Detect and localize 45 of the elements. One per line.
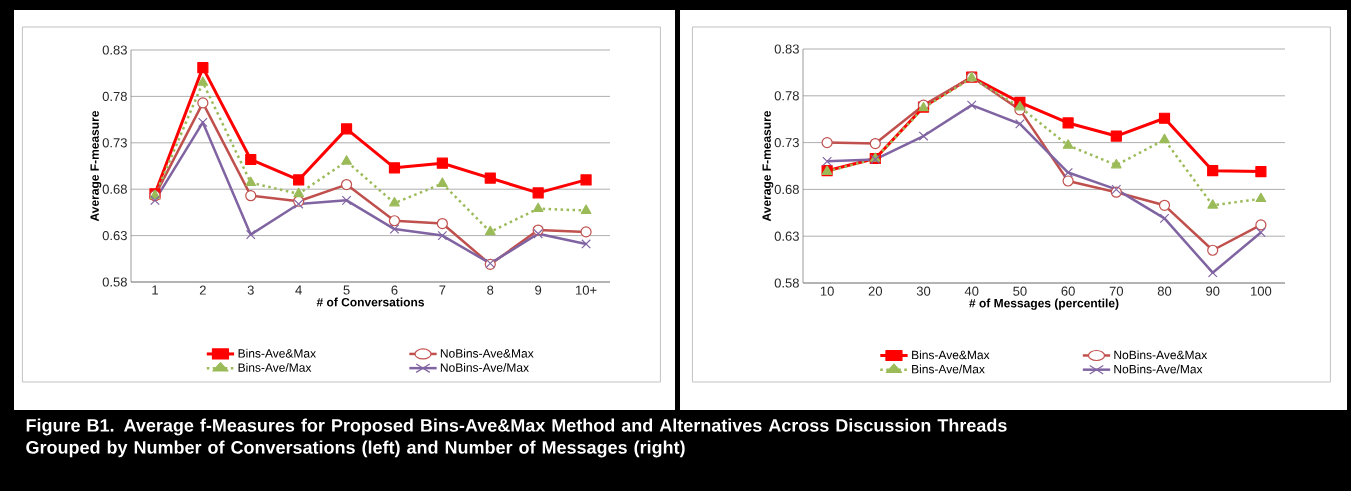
legend-label: Bins-Ave/Max — [912, 364, 985, 374]
x-tick-label: 20 — [868, 286, 883, 296]
x-tick-label: 1 — [152, 285, 158, 295]
x-tick-label: 6 — [391, 285, 398, 295]
x-tick-label: 90 — [1206, 286, 1220, 296]
y-tick-label: 0.68 — [774, 184, 799, 194]
y-tick-label: 0.68 — [102, 184, 127, 194]
y-tick-label: 0.73 — [102, 138, 127, 148]
legend-label: Bins-Ave&Max — [238, 348, 316, 358]
x-tick-label: 60 — [1061, 286, 1075, 296]
legend-label: Bins-Ave&Max — [912, 350, 990, 360]
legend-label: NoBins-Ave&Max — [1114, 350, 1208, 360]
x-axis-title: # of Messages (percentile) — [969, 298, 1119, 310]
x-tick-label: 2 — [199, 285, 206, 295]
x-axis-title: # of Conversations — [316, 297, 425, 307]
y-axis-title: Average F-measure — [90, 110, 102, 222]
x-tick-label: 5 — [343, 285, 350, 295]
legend-label: NoBins-Ave/Max — [440, 363, 529, 372]
y-axis-title: Average F-measure — [762, 110, 774, 222]
y-tick-label: 0.58 — [774, 278, 799, 288]
x-tick-label: 3 — [247, 285, 254, 295]
y-tick-label: 0.73 — [774, 138, 799, 148]
x-tick-label: 100 — [1251, 286, 1272, 296]
x-tick-label: 40 — [964, 286, 979, 296]
x-tick-label: 9 — [535, 285, 542, 295]
x-tick-label: 30 — [916, 286, 931, 296]
x-tick-label: 70 — [1109, 286, 1124, 296]
x-tick-label: 8 — [487, 285, 494, 295]
y-tick-label: 0.78 — [774, 91, 799, 101]
x-tick-label: 10 — [820, 286, 834, 296]
y-tick-label: 0.58 — [102, 277, 127, 287]
legend-label: NoBins-Ave&Max — [440, 348, 534, 358]
x-tick-label: 4 — [295, 285, 302, 295]
x-tick-label: 80 — [1157, 286, 1172, 296]
y-tick-label: 0.78 — [102, 91, 127, 101]
y-tick-label: 0.83 — [774, 44, 799, 54]
y-tick-label: 0.63 — [102, 231, 127, 241]
x-tick-label: 50 — [1013, 286, 1027, 296]
legend-label: Bins-Ave/Max — [238, 363, 312, 372]
y-tick-label: 0.63 — [774, 231, 799, 241]
caption: Figure B1. Average f-Measures for Proposed Bins-Ave&Max Method and Alternatives Across Discussion Threads Grouped by Number of Conversations (left) and Number of Messages (right) — [26, 418, 1007, 458]
x-tick-label: 7 — [439, 285, 446, 295]
y-tick-label: 0.83 — [102, 45, 127, 55]
x-tick-label: 10+ — [576, 285, 597, 295]
legend-label: NoBins-Ave/Max — [1114, 364, 1203, 374]
